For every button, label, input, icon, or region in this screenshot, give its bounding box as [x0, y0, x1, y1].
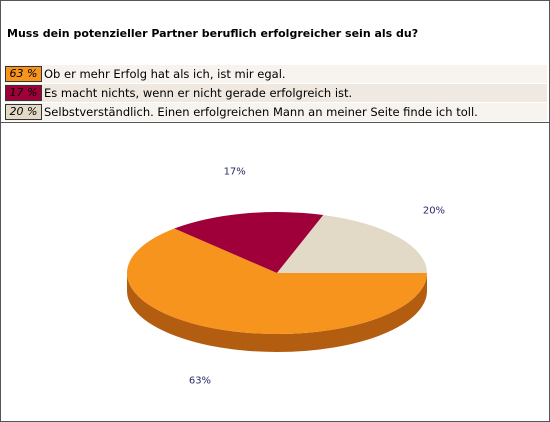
pie-slice-63 [127, 228, 428, 334]
pie-slice-17 [174, 212, 324, 273]
legend-label-egal: Ob er mehr Erfolg hat als ich, ist mir e… [44, 67, 286, 81]
legend-pct-egal: 63 % [5, 66, 42, 82]
pie-tops [127, 212, 428, 334]
divider [1, 122, 549, 123]
pie-labels: 63% 17% 20% [189, 166, 445, 386]
pie-side-63 [127, 273, 427, 352]
pie-label-20: 20% [423, 206, 445, 217]
pie-label-63: 63% [189, 376, 211, 387]
legend-label-macht-nichts: Es macht nichts, wenn er nicht gerade er… [44, 86, 353, 100]
pie-slice-20 [277, 214, 427, 273]
legend-row-selbstverstaendlich: 20 % Selbstverständlich. Einen erfolgrei… [5, 103, 547, 121]
legend-row-macht-nichts: 17 % Es macht nichts, wenn er nicht gera… [5, 84, 547, 102]
pie-sides [127, 273, 427, 352]
legend-pct-selbstverstaendlich: 20 % [5, 104, 42, 120]
poll-legend: 63 % Ob er mehr Erfolg hat als ich, ist … [5, 65, 547, 122]
legend-pct-macht-nichts: 17 % [5, 85, 42, 101]
poll-question: Muss dein potenzieller Partner beruflich… [7, 27, 419, 40]
legend-label-selbstverstaendlich: Selbstverständlich. Einen erfolgreichen … [44, 105, 478, 119]
pie-label-17: 17% [224, 166, 246, 177]
pie-chart: 63% 17% 20% [127, 166, 445, 387]
legend-row-egal: 63 % Ob er mehr Erfolg hat als ich, ist … [5, 65, 547, 83]
